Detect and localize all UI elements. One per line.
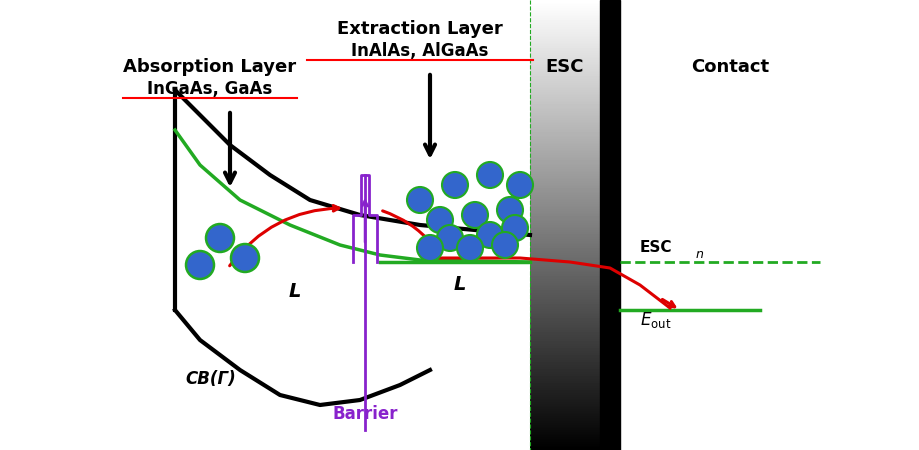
Circle shape (492, 232, 517, 258)
Text: Extraction Layer: Extraction Layer (336, 20, 503, 38)
Text: $\mathit{E}_{\mathrm{out}}$: $\mathit{E}_{\mathrm{out}}$ (640, 310, 671, 330)
Circle shape (231, 244, 259, 272)
Circle shape (461, 202, 487, 228)
Circle shape (476, 162, 503, 188)
Text: InAlAs, AlGaAs: InAlAs, AlGaAs (351, 42, 488, 60)
Text: $n$: $n$ (694, 248, 703, 261)
Text: ESC: ESC (640, 240, 672, 256)
Text: InGaAs, GaAs: InGaAs, GaAs (147, 80, 272, 98)
Text: ESC: ESC (545, 58, 584, 76)
Circle shape (206, 224, 233, 252)
Bar (599, 0, 619, 450)
Circle shape (426, 207, 452, 233)
Circle shape (186, 251, 214, 279)
Circle shape (476, 222, 503, 248)
Circle shape (506, 172, 532, 198)
Circle shape (441, 172, 468, 198)
Circle shape (496, 197, 522, 223)
Text: Contact: Contact (690, 58, 768, 76)
Text: CB(Γ): CB(Γ) (185, 370, 235, 388)
Text: Absorption Layer: Absorption Layer (123, 58, 296, 76)
Text: L: L (289, 282, 301, 301)
Text: Barrier: Barrier (332, 405, 397, 423)
Circle shape (437, 225, 462, 251)
Circle shape (457, 235, 482, 261)
Text: L: L (453, 275, 466, 294)
Circle shape (416, 235, 443, 261)
Circle shape (502, 215, 528, 241)
Circle shape (406, 187, 433, 213)
